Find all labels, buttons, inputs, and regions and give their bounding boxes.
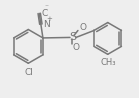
Text: CH₃: CH₃: [101, 58, 116, 67]
Text: C: C: [41, 9, 47, 18]
Text: Cl: Cl: [25, 68, 34, 77]
Text: +: +: [46, 16, 52, 22]
Text: O: O: [80, 23, 87, 32]
Text: S: S: [69, 32, 77, 42]
Text: N: N: [43, 20, 50, 29]
Text: O: O: [73, 43, 80, 52]
Text: ⁻: ⁻: [44, 2, 48, 11]
